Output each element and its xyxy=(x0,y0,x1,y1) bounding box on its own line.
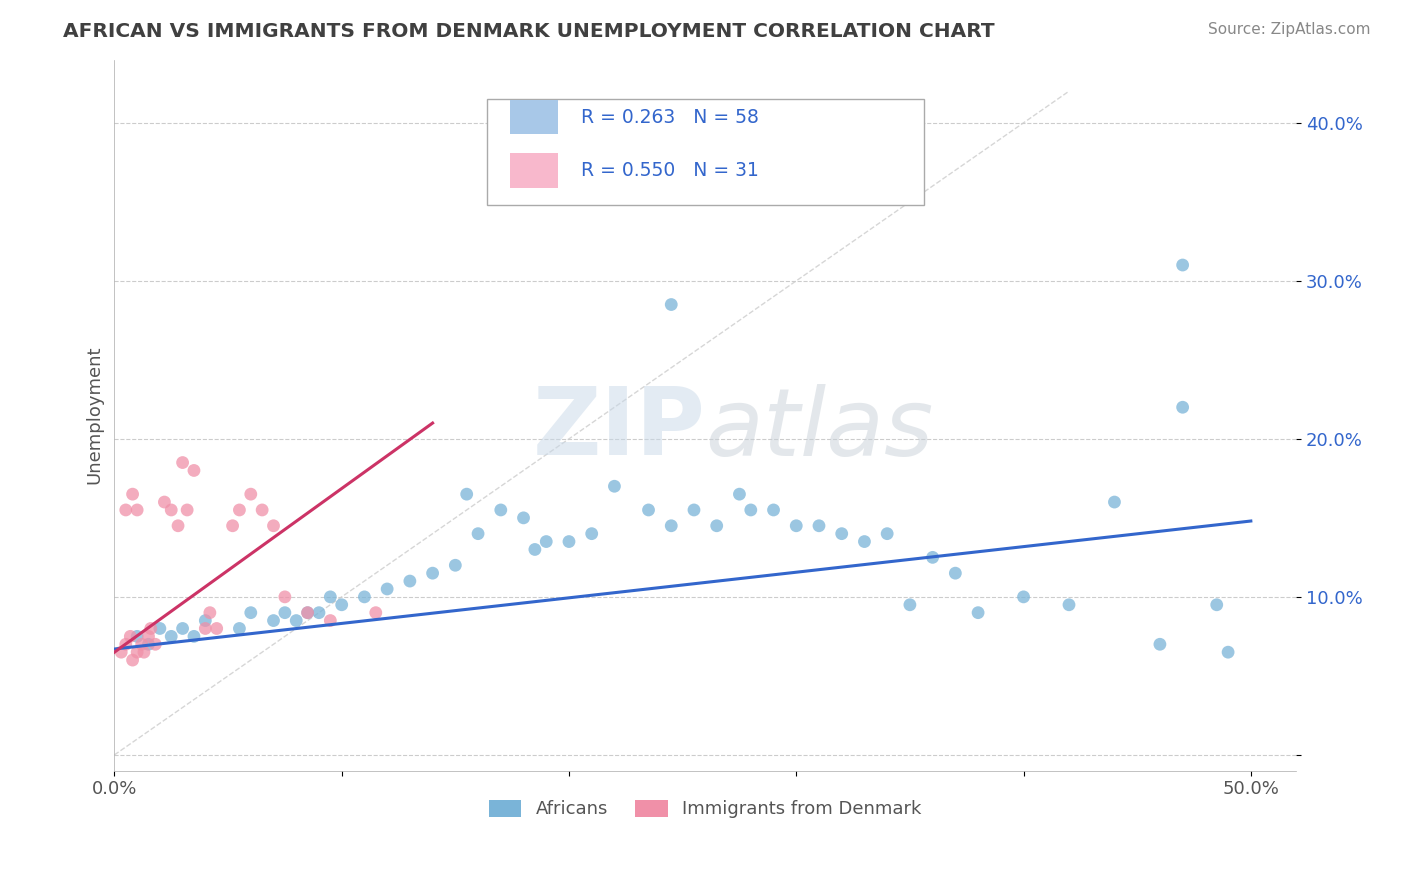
Point xyxy=(921,550,943,565)
Point xyxy=(898,598,921,612)
Point xyxy=(1012,590,1035,604)
Point xyxy=(512,511,534,525)
Point xyxy=(740,503,762,517)
Text: AFRICAN VS IMMIGRANTS FROM DENMARK UNEMPLOYMENT CORRELATION CHART: AFRICAN VS IMMIGRANTS FROM DENMARK UNEMP… xyxy=(63,22,995,41)
Point xyxy=(131,637,153,651)
Point xyxy=(330,598,353,612)
Point xyxy=(489,503,512,517)
Point xyxy=(399,574,422,588)
Point xyxy=(239,606,262,620)
Point xyxy=(110,645,132,659)
Point xyxy=(172,456,194,470)
Point xyxy=(121,653,143,667)
Point xyxy=(120,629,142,643)
Point xyxy=(467,526,489,541)
Point xyxy=(228,503,250,517)
Point xyxy=(285,614,308,628)
Legend: Africans, Immigrants from Denmark: Africans, Immigrants from Denmark xyxy=(482,792,929,826)
Point xyxy=(422,566,444,581)
Point xyxy=(1057,598,1080,612)
Point xyxy=(1149,637,1171,651)
Point xyxy=(172,622,194,636)
Point xyxy=(1216,645,1239,659)
Point xyxy=(659,297,682,311)
Point xyxy=(523,542,546,557)
Point xyxy=(198,606,221,620)
Point xyxy=(1171,401,1194,415)
Point xyxy=(274,606,297,620)
Point xyxy=(659,518,682,533)
Point xyxy=(785,518,807,533)
Point xyxy=(239,487,262,501)
Point xyxy=(228,622,250,636)
Point xyxy=(138,637,160,651)
Point xyxy=(183,629,205,643)
Point xyxy=(263,518,285,533)
Y-axis label: Unemployment: Unemployment xyxy=(86,346,103,484)
FancyBboxPatch shape xyxy=(510,100,558,135)
Point xyxy=(160,629,183,643)
Text: R = 0.550   N = 31: R = 0.550 N = 31 xyxy=(581,161,759,180)
Point xyxy=(558,534,581,549)
Point xyxy=(456,487,478,501)
Point xyxy=(127,645,149,659)
Point xyxy=(319,614,342,628)
Point xyxy=(308,606,330,620)
Point xyxy=(353,590,375,604)
FancyBboxPatch shape xyxy=(486,99,924,205)
Point xyxy=(250,503,273,517)
Point xyxy=(221,518,243,533)
Point xyxy=(683,503,706,517)
FancyBboxPatch shape xyxy=(510,153,558,187)
Point xyxy=(127,629,149,643)
Point xyxy=(153,495,176,509)
Point xyxy=(132,645,155,659)
Point xyxy=(114,637,136,651)
Point xyxy=(444,558,467,573)
Point xyxy=(762,503,785,517)
Point xyxy=(114,503,136,517)
Point xyxy=(297,606,319,620)
Point xyxy=(364,606,387,620)
Point xyxy=(876,526,898,541)
Point xyxy=(536,534,558,549)
Point xyxy=(194,614,217,628)
Text: Source: ZipAtlas.com: Source: ZipAtlas.com xyxy=(1208,22,1371,37)
Point xyxy=(1104,495,1126,509)
Point xyxy=(297,606,319,620)
Point xyxy=(205,622,228,636)
Text: ZIP: ZIP xyxy=(533,384,706,475)
Point xyxy=(127,503,149,517)
Point xyxy=(194,622,217,636)
Point xyxy=(176,503,198,517)
Point xyxy=(319,590,342,604)
Point xyxy=(274,590,297,604)
Point xyxy=(160,503,183,517)
Point xyxy=(807,518,830,533)
Point xyxy=(943,566,966,581)
Point xyxy=(138,629,160,643)
Point xyxy=(853,534,876,549)
Point xyxy=(183,463,205,477)
Point xyxy=(149,622,172,636)
Point xyxy=(831,526,853,541)
Point xyxy=(603,479,626,493)
Point xyxy=(706,518,728,533)
Point xyxy=(728,487,751,501)
Point xyxy=(637,503,659,517)
Point xyxy=(581,526,603,541)
Point xyxy=(1205,598,1227,612)
Point xyxy=(375,582,398,596)
Text: R = 0.263   N = 58: R = 0.263 N = 58 xyxy=(581,108,759,127)
Text: atlas: atlas xyxy=(706,384,934,475)
Point xyxy=(967,606,990,620)
Point xyxy=(139,622,162,636)
Point xyxy=(167,518,190,533)
Point xyxy=(143,637,166,651)
Point xyxy=(1171,258,1194,272)
Point xyxy=(263,614,285,628)
Point xyxy=(121,487,143,501)
